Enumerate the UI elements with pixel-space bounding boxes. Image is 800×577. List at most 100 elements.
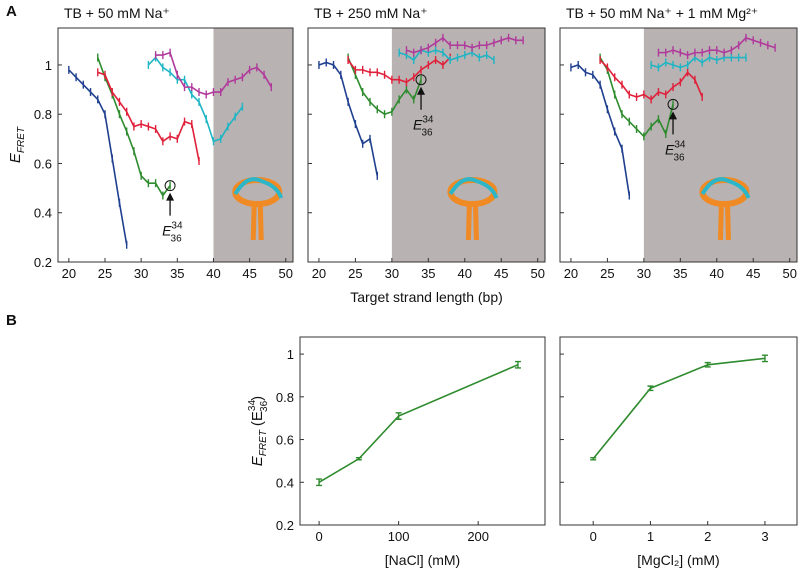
dna-strand — [700, 177, 751, 199]
x-tick-label: 30 — [637, 266, 651, 281]
subplot-title: TB + 50 mM Na⁺ + 1 mM Mg²⁺ — [566, 5, 758, 21]
x-tick-label: 30 — [385, 266, 399, 281]
subplot: 0 100 200 0.2 0.4 0.6 0.8 1 B [NaCl] (mM) EFRET (E3… — [6, 312, 546, 568]
x-tick-label: 0 — [315, 529, 322, 544]
x-tick-label: 2 — [704, 529, 711, 544]
annotation-main: E — [162, 223, 172, 239]
x-tick-label: 3 — [761, 529, 768, 544]
x-tick-label: 35 — [421, 266, 435, 281]
dna-strand — [233, 177, 284, 199]
error-bar — [647, 385, 654, 392]
x-axis-label: Target strand length (bp) — [350, 289, 503, 305]
x-tick-label: 50 — [782, 266, 796, 281]
y-axis-label-part: (E — [249, 411, 266, 426]
y-axis-label: EFRET (E3436) — [247, 396, 270, 466]
x-tick-label: 40 — [710, 266, 724, 281]
y-tick-label: 0.6 — [276, 433, 294, 448]
x-tick-label: 25 — [600, 266, 614, 281]
dna-stem — [465, 201, 479, 241]
y-axis-label-part: 34 — [247, 400, 258, 412]
subplot: 20 25 30 35 40 45 50 0.2 0.4 0.6 0.8 1 TB + 50 mM Na… — [6, 3, 294, 281]
dna-stem — [250, 201, 264, 241]
annotation-label: E34 36 — [413, 115, 434, 139]
x-tick-label: 45 — [494, 266, 508, 281]
y-axis-label-part: E — [249, 455, 266, 466]
x-tick-label: 45 — [746, 266, 760, 281]
y-tick-label: 1 — [287, 347, 294, 362]
subplot: 20 25 30 35 40 45 50 TB + 250 mM Na⁺ Target stra… — [307, 5, 546, 305]
y-axis-label-part: FRET — [16, 126, 27, 153]
x-tick-label: 30 — [134, 266, 148, 281]
data-line — [318, 61, 379, 176]
data-line — [592, 357, 766, 460]
annotation-sub: 36 — [171, 234, 183, 245]
x-tick-label: 200 — [467, 529, 489, 544]
annotation-sup: 34 — [422, 115, 434, 126]
y-tick-label: 1 — [45, 58, 52, 73]
annotation-arrowhead — [166, 192, 175, 201]
x-tick-label: 25 — [98, 266, 112, 281]
annotation-circle — [164, 180, 176, 192]
x-tick-label: 50 — [530, 266, 544, 281]
x-tick-label: 1 — [647, 529, 654, 544]
annotation-circle — [667, 98, 679, 110]
y-tick-label: 0.2 — [276, 518, 294, 533]
dna-strand — [448, 177, 499, 199]
y-tick-label: 0.2 — [34, 255, 52, 270]
x-tick-label: 20 — [312, 266, 326, 281]
annotation-main: E — [413, 117, 423, 133]
error-bar — [355, 457, 362, 461]
error-bar — [590, 457, 597, 461]
axes-frame — [299, 336, 546, 526]
subplot-title: TB + 250 mM Na⁺ — [314, 5, 428, 21]
subplot: 0 1 2 3 [MgCl₂] (mM) — [559, 336, 798, 568]
x-tick-label: 40 — [206, 266, 220, 281]
y-tick-label: 0.4 — [276, 475, 294, 490]
x-tick-label: 35 — [170, 266, 184, 281]
error-bar — [704, 361, 711, 368]
annotation-circle — [415, 74, 427, 86]
annotation-sup: 34 — [171, 221, 183, 232]
panel-label: B — [6, 312, 17, 329]
annotation-arrowhead — [669, 111, 678, 120]
x-tick-label: 100 — [388, 529, 410, 544]
data-line — [318, 364, 519, 483]
annotation-label: E34 36 — [665, 139, 686, 163]
axes-frame — [559, 336, 798, 526]
subplot-title: TB + 50 mM Na⁺ — [64, 5, 170, 21]
axes-frame — [57, 27, 294, 263]
annotation-main: E — [665, 141, 675, 157]
annotation-label: E34 36 — [162, 221, 183, 245]
x-tick-label: 20 — [564, 266, 578, 281]
annotation-sup: 34 — [674, 139, 686, 150]
y-axis-label-part: ) — [249, 396, 266, 401]
y-tick-label: 0.8 — [276, 390, 294, 405]
error-bar — [761, 354, 768, 363]
x-tick-label: 20 — [62, 266, 76, 281]
y-tick-label: 0.6 — [34, 156, 52, 171]
y-tick-label: 0.8 — [34, 107, 52, 122]
x-axis-label: [MgCl₂] (mM) — [637, 552, 719, 568]
y-axis-label: EFRET — [7, 126, 27, 163]
y-axis-label-part: FRET — [258, 429, 269, 456]
annotation-sub: 36 — [421, 128, 433, 139]
subplot: 20 25 30 35 40 45 50 TB + 50 mM Na⁺ + 1 mM Mg²⁺… — [559, 5, 798, 281]
data-line — [147, 56, 244, 143]
y-axis-label-part: E — [7, 152, 24, 163]
dna-stem — [717, 201, 731, 241]
error-bar — [514, 360, 521, 369]
x-tick-label: 40 — [458, 266, 472, 281]
y-tick-label: 0.4 — [34, 206, 52, 221]
error-bar — [395, 412, 402, 420]
data-line — [650, 56, 746, 69]
axes-frame — [307, 27, 546, 263]
data-line — [398, 49, 495, 62]
panel-label: A — [6, 3, 17, 20]
x-tick-label: 0 — [590, 529, 597, 544]
axes-frame — [559, 27, 798, 263]
x-tick-label: 35 — [673, 266, 687, 281]
x-tick-label: 45 — [242, 266, 256, 281]
y-axis-label-part: 36 — [259, 400, 270, 412]
annotation-sub: 36 — [673, 152, 685, 163]
